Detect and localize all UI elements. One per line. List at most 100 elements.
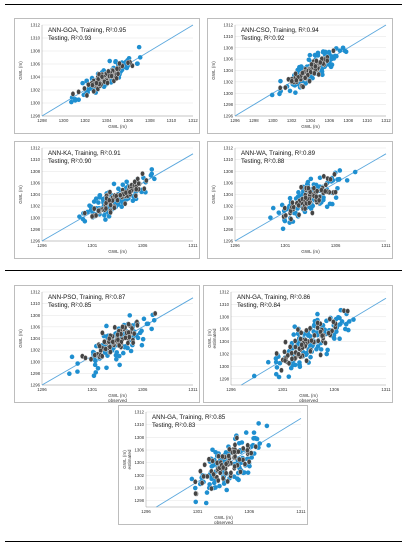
testing-point bbox=[240, 445, 246, 452]
testing-point bbox=[299, 341, 304, 348]
training-point bbox=[69, 99, 74, 105]
training-point bbox=[247, 463, 252, 469]
testing-point bbox=[108, 349, 113, 355]
testing-point bbox=[283, 212, 289, 219]
scatter-plot-ann-pso: 1296 1298 1300 1302 1304 1306 1308 1310 1312 1296… bbox=[18, 290, 198, 404]
testing-point bbox=[225, 478, 231, 485]
training-point bbox=[318, 347, 324, 352]
training-point bbox=[104, 323, 109, 329]
middle-rule bbox=[5, 270, 402, 271]
y-tick-label: 1310 bbox=[30, 157, 40, 162]
training-point bbox=[242, 470, 247, 475]
y-tick-label: 1296 bbox=[223, 239, 233, 244]
testing-point bbox=[282, 357, 288, 364]
y-tick-label: 1308 bbox=[30, 169, 40, 174]
testing-point bbox=[331, 319, 336, 325]
x-tick-label: 1311 bbox=[381, 243, 391, 248]
panel-ann-wa: 1296 1298 1300 1302 1304 1306 1308 1310 1312 1296… bbox=[207, 141, 393, 259]
training-point bbox=[189, 476, 195, 482]
testing-point bbox=[123, 189, 129, 196]
panel-subtitle: Testing, R²:0.93 bbox=[48, 35, 92, 42]
testing-point bbox=[106, 335, 112, 342]
training-point bbox=[329, 62, 335, 68]
x-tick-label: 1312 bbox=[188, 118, 198, 123]
testing-point bbox=[323, 181, 329, 188]
training-point bbox=[256, 421, 261, 426]
y-tick-label: 1298 bbox=[223, 227, 233, 232]
panel-title: ANN-GOA, Training, R²:0.95 bbox=[48, 27, 127, 34]
training-point bbox=[245, 470, 251, 475]
training-point bbox=[274, 365, 280, 370]
panel-subtitle: Testing, R²:0.92 bbox=[241, 35, 285, 42]
training-point bbox=[135, 61, 140, 66]
y-tick-label: 1300 bbox=[134, 486, 144, 491]
training-point bbox=[317, 175, 323, 181]
training-point bbox=[333, 195, 339, 200]
training-point bbox=[273, 356, 279, 361]
y-tick-label: 1310 bbox=[30, 301, 40, 306]
testing-point bbox=[246, 458, 252, 465]
panel-ann-goa: 1298 1300 1302 1304 1306 1308 1310 1312 1298 1300… bbox=[14, 18, 200, 134]
x-tick-label: 1306 bbox=[124, 118, 134, 123]
training-point bbox=[287, 88, 293, 94]
y-tick-label: 1308 bbox=[223, 169, 233, 174]
training-point bbox=[104, 365, 109, 371]
testing-point bbox=[133, 192, 139, 199]
testing-point bbox=[236, 456, 242, 463]
training-point bbox=[210, 447, 215, 453]
training-point bbox=[149, 167, 155, 172]
y-tick-label: 1310 bbox=[223, 34, 233, 39]
y-tick-label: 1298 bbox=[30, 227, 40, 232]
training-point bbox=[292, 324, 298, 329]
testing-point bbox=[143, 177, 149, 184]
y-tick-label: 1308 bbox=[219, 314, 229, 319]
testing-point bbox=[234, 435, 240, 441]
y-tick-label: 1304 bbox=[223, 192, 233, 197]
testing-point bbox=[228, 470, 234, 476]
x-axis-label: GWL (m) bbox=[108, 249, 127, 254]
testing-point bbox=[324, 57, 330, 64]
x-axis-label: GWL (m) bbox=[299, 393, 318, 398]
testing-point bbox=[332, 171, 337, 178]
testing-point bbox=[206, 456, 212, 463]
training-point bbox=[137, 330, 143, 336]
testing-point bbox=[100, 330, 105, 336]
testing-point bbox=[216, 453, 221, 460]
training-point bbox=[320, 49, 326, 55]
y-tick-label: 1306 bbox=[134, 448, 144, 453]
testing-point bbox=[298, 184, 304, 191]
x-tick-label: 1298 bbox=[249, 118, 259, 123]
y-tick-label: 1300 bbox=[30, 359, 40, 364]
training-point bbox=[224, 487, 230, 493]
y-axis-label: GWL (m) bbox=[207, 329, 212, 348]
x-tick-label: 1301 bbox=[193, 509, 203, 514]
testing-point bbox=[117, 60, 122, 67]
x-tick-label: 1296 bbox=[37, 243, 47, 248]
training-point bbox=[337, 48, 343, 53]
training-point bbox=[308, 176, 314, 182]
testing-point bbox=[99, 73, 105, 80]
testing-point bbox=[293, 77, 299, 84]
scatter-plot-ann-ga-2: 1298 1300 1302 1304 1306 1308 1310 1312 1296 1301… bbox=[122, 410, 306, 526]
y-tick-label: 1306 bbox=[219, 327, 229, 332]
y-tick-label: 1306 bbox=[223, 57, 233, 62]
y-tick-label: 1298 bbox=[30, 371, 40, 376]
testing-point bbox=[112, 324, 118, 331]
x-tick-label: 1308 bbox=[145, 118, 155, 123]
y-tick-label: 1312 bbox=[30, 290, 40, 295]
panel-title: ANN-GA, Training, R²:0.85 bbox=[152, 414, 226, 421]
training-point bbox=[117, 362, 122, 368]
y-tick-label: 1300 bbox=[223, 91, 233, 96]
panel-ann-pso: 1296 1298 1300 1302 1304 1306 1308 1310 1312 1296… bbox=[14, 285, 200, 403]
panel-ann-ga-2: 1298 1300 1302 1304 1306 1308 1310 1312 1296 1301… bbox=[118, 405, 308, 525]
panel-ann-ga: 1298 1300 1302 1304 1306 1308 1310 1312 1296 1301… bbox=[203, 285, 393, 403]
testing-point bbox=[89, 213, 95, 220]
testing-point bbox=[105, 80, 110, 86]
testing-point bbox=[321, 173, 327, 180]
y-tick-label: 1306 bbox=[30, 62, 40, 67]
training-point bbox=[326, 49, 332, 55]
x-tick-label: 1306 bbox=[245, 509, 255, 514]
y-tick-label: 1310 bbox=[134, 422, 144, 427]
y-tick-label: 1304 bbox=[223, 68, 233, 73]
testing-point bbox=[279, 367, 284, 374]
